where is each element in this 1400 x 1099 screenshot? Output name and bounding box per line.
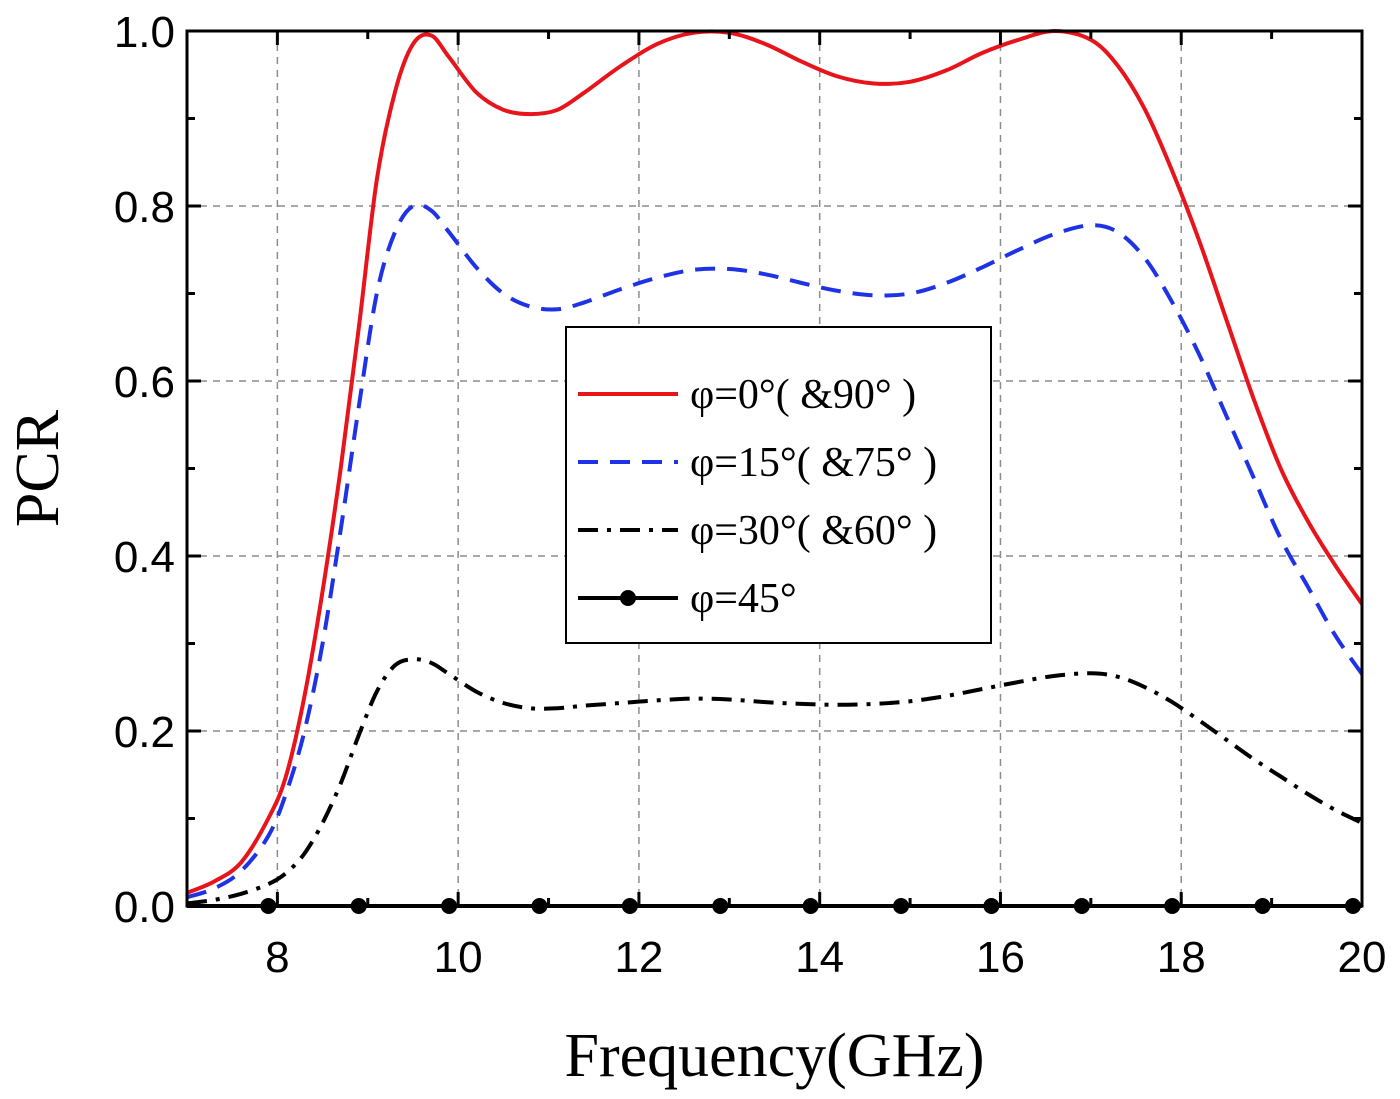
x-tick-label: 16: [976, 933, 1025, 982]
y-tick-label: 0.2: [114, 708, 175, 757]
y-tick-label: 1.0: [114, 8, 175, 57]
x-tick-label: 12: [614, 933, 663, 982]
y-axis-title: PCR: [4, 409, 72, 527]
x-tick-label: 8: [265, 933, 289, 982]
legend: φ=0°( &90° ) φ=15°( &75° ) φ=30°( &60° ) φ=…: [565, 326, 992, 644]
x-tick-label: 14: [795, 933, 844, 982]
legend-box: [565, 326, 992, 644]
legend-label: φ=30°( &60° ): [690, 508, 937, 554]
y-tick-label: 0.6: [114, 358, 175, 407]
legend-label: φ=45°: [690, 576, 797, 622]
legend-label: φ=0°( &90° ): [690, 372, 916, 418]
y-tick-label: 0.8: [114, 183, 175, 232]
x-tick-label: 18: [1157, 933, 1206, 982]
series-line-2: [186, 657, 1363, 906]
axis-ticks: [185, 29, 1364, 908]
legend-label: φ=15°( &75° ): [690, 440, 937, 486]
x-tick-labels: 8 10 12 14 16 18 20: [265, 933, 1386, 982]
series-line-0: [186, 29, 1364, 895]
x-tick-label: 20: [1338, 933, 1387, 982]
series-line-1: [186, 202, 1364, 900]
y-tick-label: 0.0: [114, 883, 175, 932]
x-axis-title: Frequency(GHz): [564, 1022, 984, 1090]
y-tick-label: 0.4: [114, 533, 175, 582]
x-tick-label: 10: [434, 933, 483, 982]
y-tick-labels: 0.0 0.2 0.4 0.6 0.8 1.0: [114, 8, 175, 932]
legend-marker: [620, 590, 636, 606]
